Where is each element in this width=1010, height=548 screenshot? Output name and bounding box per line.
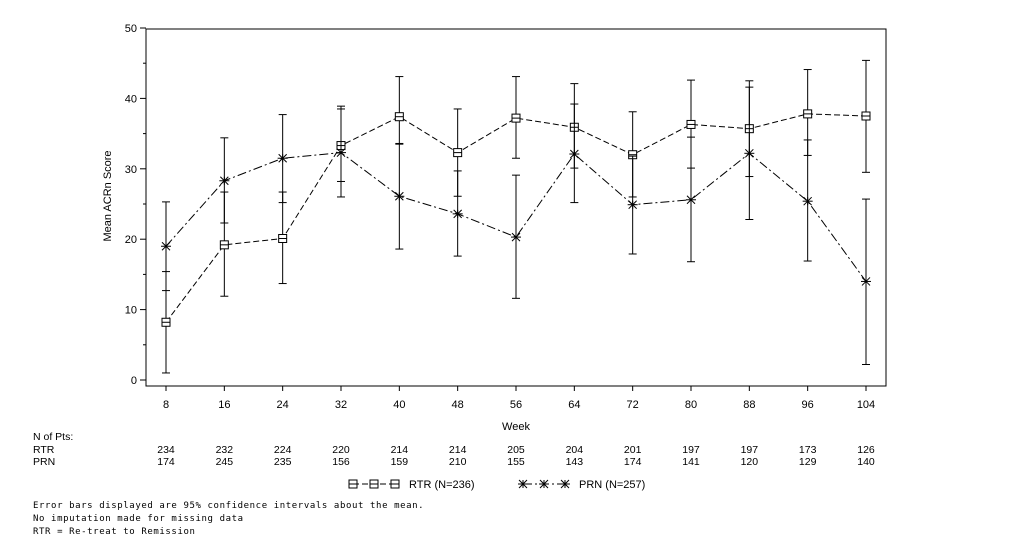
data-point-rtr [161, 317, 171, 327]
x-tick-label: 104 [857, 399, 875, 411]
n-of-pts-value: 224 [274, 444, 292, 456]
x-tick-label: 88 [743, 399, 755, 411]
data-point-prn [686, 195, 696, 205]
y-tick-label: 30 [125, 164, 137, 176]
x-tick-label: 56 [510, 399, 522, 411]
footnote-imputation: No imputation made for missing data [33, 514, 244, 524]
x-axis-title: Week [502, 421, 530, 433]
n-of-pts-value: 197 [682, 444, 700, 456]
data-point-prn [511, 232, 521, 242]
series-prn [161, 86, 871, 366]
data-point-prn [744, 148, 755, 158]
y-axis: 0 10 20 30 40 50 [125, 23, 146, 387]
n-of-pts-value: 129 [799, 456, 817, 468]
data-point-prn [569, 149, 580, 159]
data-point-rtr [686, 119, 696, 129]
error-bar-rtr [395, 76, 404, 145]
data-point-rtr [278, 233, 288, 243]
footnotes: Error bars displayed are 95% confidence … [33, 500, 424, 539]
x-tick-label: 48 [452, 399, 464, 411]
legend-label: RTR (N=236) [409, 479, 475, 491]
n-of-pts-value: 210 [449, 456, 467, 468]
y-tick-label: 50 [125, 23, 137, 35]
n-of-pts-value: 245 [216, 456, 234, 468]
data-point-prn [219, 176, 230, 186]
n-of-pts-value: 214 [391, 444, 409, 456]
y-tick-label: 40 [125, 93, 137, 105]
legend-item-prn: PRN (N=257) [518, 479, 645, 491]
n-of-pts-table: N of Pts: RTR 234 232 224 220 214 214 205 204 201… [33, 431, 875, 468]
data-point-rtr [219, 240, 229, 250]
n-of-pts-value: 143 [566, 456, 584, 468]
legend-marker [518, 479, 528, 489]
legend-label: PRN (N=257) [579, 479, 645, 491]
data-point-prn [161, 241, 171, 251]
data-point-rtr [861, 111, 871, 121]
n-of-pts-row-label: PRN [33, 456, 55, 468]
data-point-rtr [803, 109, 813, 119]
n-of-pts-value: 220 [332, 444, 350, 456]
legend-marker [348, 479, 358, 489]
data-point-rtr [453, 148, 463, 158]
n-of-pts-value: 156 [332, 456, 350, 468]
n-of-pts-value: 173 [799, 444, 817, 456]
legend-marker [560, 479, 570, 489]
n-of-pts-value: 159 [391, 456, 409, 468]
n-of-pts-value: 141 [682, 456, 700, 468]
n-of-pts-value: 234 [157, 444, 175, 456]
n-of-pts-value: 174 [624, 456, 642, 468]
n-of-pts-value: 174 [157, 456, 175, 468]
x-tick-label: 16 [218, 399, 230, 411]
n-of-pts-value: 201 [624, 444, 642, 456]
n-of-pts-title: N of Pts: [33, 431, 73, 443]
legend-marker [369, 479, 379, 489]
n-of-pts-value: 197 [741, 444, 759, 456]
y-tick-label: 10 [125, 305, 137, 317]
footnote-rtr-definition: RTR = Re-treat to Remission [33, 527, 196, 537]
legend: RTR (N=236) PRN (N=257) [348, 479, 645, 491]
n-of-pts-value: 235 [274, 456, 292, 468]
y-tick-label: 20 [125, 234, 137, 246]
x-tick-label: 8 [163, 399, 169, 411]
y-axis-title: Mean ACRn Score [102, 150, 114, 241]
y-tick-label: 0 [131, 375, 137, 387]
x-tick-label: 32 [335, 399, 347, 411]
data-point-rtr [511, 113, 521, 123]
data-point-prn [802, 196, 813, 206]
legend-marker [539, 479, 549, 489]
series-layer [161, 59, 871, 374]
n-of-pts-value: 204 [566, 444, 584, 456]
n-of-pts-value: 232 [216, 444, 234, 456]
x-tick-label: 40 [393, 399, 405, 411]
x-tick-label: 24 [277, 399, 289, 411]
n-of-pts-value: 155 [507, 456, 525, 468]
n-of-pts-value: 126 [857, 444, 875, 456]
n-of-pts-value: 140 [857, 456, 875, 468]
x-tick-label: 64 [568, 399, 580, 411]
data-point-rtr [394, 112, 404, 122]
x-tick-label: 80 [685, 399, 697, 411]
data-point-prn [277, 153, 288, 163]
n-of-pts-value: 205 [507, 444, 525, 456]
data-point-prn [861, 277, 871, 286]
n-of-pts-value: 120 [741, 456, 759, 468]
legend-item-rtr: RTR (N=236) [348, 479, 475, 491]
data-point-prn [336, 148, 346, 157]
x-axis: 8 16 24 32 40 48 56 64 72 80 88 96 104 [163, 386, 875, 411]
footnote-ci: Error bars displayed are 95% confidence … [33, 501, 425, 511]
data-point-prn [452, 209, 463, 219]
data-point-prn [394, 191, 405, 201]
n-of-pts-row-label: RTR [33, 444, 55, 456]
x-tick-label: 96 [802, 399, 814, 411]
n-of-pts-value: 214 [449, 444, 467, 456]
x-tick-label: 72 [627, 399, 639, 411]
legend-marker [390, 479, 400, 489]
data-point-prn [627, 200, 638, 210]
